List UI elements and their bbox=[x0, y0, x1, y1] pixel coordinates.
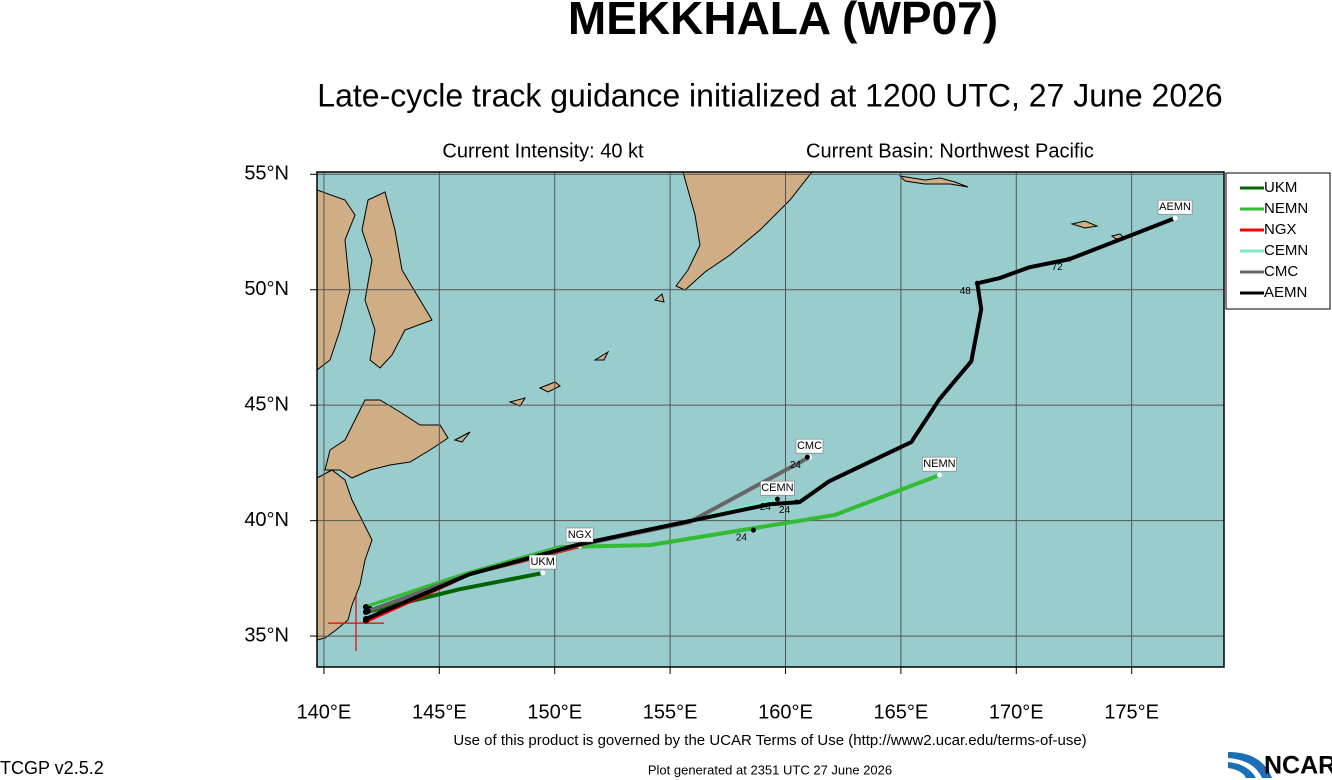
y-tick-label: 45°N bbox=[244, 393, 289, 415]
y-tick-label: 50°N bbox=[244, 278, 289, 300]
track-label-box bbox=[795, 438, 824, 454]
x-tick-label: 165°E bbox=[874, 701, 929, 723]
forecast-point bbox=[1066, 256, 1072, 262]
track-end bbox=[540, 570, 546, 576]
x-tick-label: 170°E bbox=[989, 701, 1044, 723]
track-end bbox=[1172, 215, 1178, 221]
forecast-point bbox=[750, 527, 756, 533]
x-tick-label: 150°E bbox=[527, 701, 582, 723]
x-tick-label: 175°E bbox=[1104, 701, 1159, 723]
forecast-hour: 24 bbox=[790, 460, 802, 471]
land bbox=[317, 172, 1126, 641]
legend-label: CEMN bbox=[1264, 242, 1308, 259]
legend-label: AEMN bbox=[1264, 284, 1307, 301]
track-start bbox=[364, 608, 371, 615]
x-tick-label: 155°E bbox=[643, 701, 698, 723]
forecast-hour: 48 bbox=[960, 286, 972, 297]
map-frame bbox=[316, 171, 1225, 668]
track-label: NEMN bbox=[923, 458, 955, 470]
x-tick-label: 160°E bbox=[758, 701, 813, 723]
track-label-box bbox=[528, 554, 557, 570]
forecast-point bbox=[804, 454, 810, 460]
generated-note: Plot generated at 2351 UTC 27 June 2026 bbox=[648, 762, 892, 777]
track-label: NGX bbox=[568, 529, 593, 541]
ncar-logo: NCAR bbox=[1264, 752, 1332, 780]
x-tick-label: 145°E bbox=[412, 701, 467, 723]
ncar-logo-mark bbox=[1228, 752, 1272, 778]
y-tick-label: 35°N bbox=[244, 624, 289, 646]
track-label: CMC bbox=[797, 440, 822, 452]
track-label: AEMN bbox=[1159, 201, 1191, 213]
legend-label: NGX bbox=[1264, 221, 1297, 238]
legend-label: NEMN bbox=[1264, 200, 1308, 217]
track-start bbox=[362, 615, 369, 622]
track-label-box bbox=[565, 527, 594, 543]
forecast-point bbox=[794, 499, 800, 505]
track-label: CEMN bbox=[761, 482, 793, 494]
version: TCGP v2.5.2 bbox=[0, 758, 104, 778]
x-tick-label: 140°E bbox=[297, 701, 352, 723]
chart-title: MEKKHALA (WP07) bbox=[568, 0, 998, 44]
legend-label: UKM bbox=[1264, 179, 1297, 196]
chart-subtitle: Late-cycle track guidance initialized at… bbox=[317, 77, 1222, 113]
forecast-hour: 24 bbox=[736, 533, 748, 544]
forecast-hour: 24 bbox=[779, 505, 791, 516]
track-label-box bbox=[922, 456, 957, 472]
annotation: Current Intensity: 40 kt bbox=[442, 140, 644, 162]
track-line bbox=[365, 473, 941, 609]
y-tick-label: 40°N bbox=[244, 509, 289, 531]
ocean bbox=[317, 172, 1224, 667]
forecast-hour: 72 bbox=[1052, 262, 1064, 273]
track-end bbox=[936, 472, 942, 478]
legend bbox=[1225, 172, 1331, 310]
forecast-point bbox=[974, 280, 980, 286]
forecast-hour: 24 bbox=[760, 502, 772, 513]
track-label-box bbox=[1157, 199, 1193, 215]
annotation: Current Basin: Northwest Pacific bbox=[806, 140, 1094, 162]
track-label: UKM bbox=[530, 556, 554, 568]
y-tick-label: 55°N bbox=[244, 163, 289, 185]
forecast-point bbox=[774, 496, 780, 502]
terms: Use of this product is governed by the U… bbox=[453, 732, 1086, 749]
track-label-box bbox=[760, 480, 795, 496]
track-line bbox=[365, 216, 1176, 621]
legend-label: CMC bbox=[1264, 263, 1298, 280]
